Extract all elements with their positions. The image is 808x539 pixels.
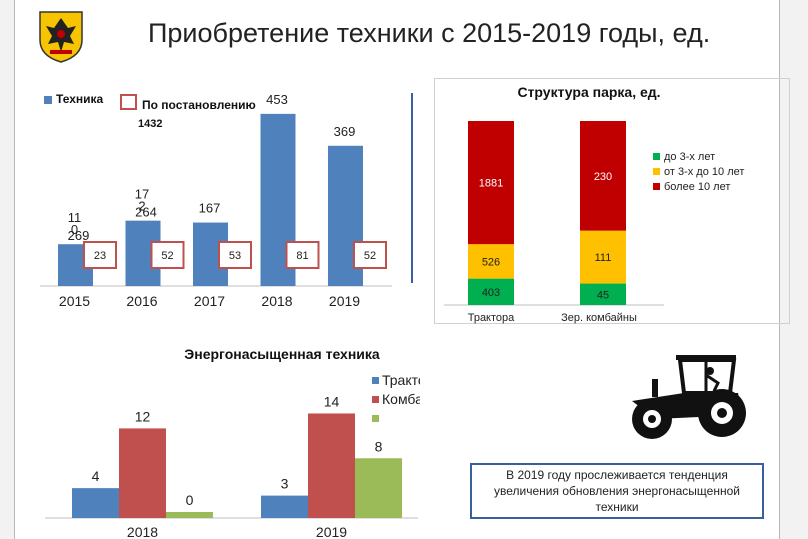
value-label-tehnika-2015: 0 bbox=[71, 222, 78, 237]
value-label-kombainy-2019: 14 bbox=[324, 393, 340, 409]
bar-kombainy-2019 bbox=[308, 413, 355, 518]
legend-label-from3to10: от 3-х до 10 лет bbox=[664, 166, 744, 178]
value-label-postanovlenie-2017: 53 bbox=[229, 250, 241, 262]
bar-other-2019 bbox=[355, 458, 402, 518]
x-tick-label-2019: 2019 bbox=[316, 524, 347, 539]
value-label-postanovlenie-2019: 52 bbox=[364, 250, 376, 262]
value-label-from3to10-0: 526 bbox=[482, 256, 500, 268]
legend-swatch-other bbox=[372, 415, 379, 422]
chart-border bbox=[434, 78, 790, 324]
conclusion-text: В 2019 году прослеживается тенденция уве… bbox=[494, 468, 740, 514]
legend-label-traktora: Трактора bbox=[382, 372, 420, 388]
legend-note-total: 1432 bbox=[138, 118, 162, 130]
legend-swatch-kombainy bbox=[372, 396, 379, 403]
legend-swatch-tehnika bbox=[44, 96, 52, 104]
x-tick-label-2018: 2018 bbox=[127, 524, 158, 539]
value-label-tehnika-2016: 17 bbox=[135, 187, 149, 202]
legend-swatch-postanovlenie bbox=[120, 94, 137, 110]
chart-title: Энергонасыщенная техника bbox=[184, 346, 380, 362]
x-tick-label-2019: 2019 bbox=[329, 293, 360, 309]
legend-label-gt10: более 10 лет bbox=[664, 181, 730, 193]
bar-segment-gt10-1 bbox=[580, 121, 626, 231]
box-postanovlenie-2016 bbox=[150, 241, 185, 269]
x-tick-label-0: Трактора bbox=[468, 312, 515, 324]
value-label-gt10-0: 1881 bbox=[479, 178, 503, 190]
bar-traktora-2018 bbox=[72, 488, 119, 518]
box-postanovlenie-2018 bbox=[285, 241, 320, 269]
bar-other-2018 bbox=[166, 512, 213, 518]
energy-machinery-chart: Энергонасыщенная техника 4 12 0 2018 3 14 8 201… bbox=[45, 346, 420, 539]
bar-segment-lt3-1 bbox=[580, 283, 626, 305]
x-tick-label-1: Зер. комбайны bbox=[561, 312, 637, 324]
bar-segment-gt10-0 bbox=[468, 121, 514, 245]
legend-label-tehnika: Техника bbox=[56, 92, 104, 106]
bar-segment-from3to10-0 bbox=[468, 244, 514, 279]
value-label-traktora-2019: 3 bbox=[281, 476, 289, 492]
value-label-postanovlenie-2016: 52 bbox=[161, 250, 173, 262]
legend-label-kombainy: Комбайны bbox=[382, 391, 420, 407]
value-label-gt10-1: 230 bbox=[594, 171, 612, 183]
bar-traktora-2019 bbox=[261, 495, 308, 518]
vertical-divider bbox=[411, 93, 413, 283]
box-postanovlenie-2015 bbox=[83, 241, 117, 269]
value-label-tehnika-2018: 453 bbox=[266, 92, 288, 107]
value-label-traktora-2018: 4 bbox=[92, 468, 100, 484]
x-tick-label-2015: 2015 bbox=[59, 293, 90, 309]
value-label-from3to10-1: 111 bbox=[595, 252, 612, 264]
legend-swatch-gt10 bbox=[653, 183, 660, 190]
bar-segment-from3to10-1 bbox=[580, 230, 626, 284]
bar-segment-lt3-0 bbox=[468, 278, 514, 305]
box-postanovlenie-2019 bbox=[353, 241, 387, 269]
value-label-tehnika-2019: 369 bbox=[334, 124, 356, 139]
value-label-tehnika-2016: 2 bbox=[138, 199, 145, 214]
bar-kombainy-2018 bbox=[119, 428, 166, 518]
legend-swatch-traktora bbox=[372, 377, 379, 384]
value-label-tehnika-2015: 11 bbox=[68, 210, 82, 225]
value-label-tehnika-2017: 167 bbox=[199, 201, 221, 216]
slide-left-edge bbox=[14, 0, 15, 539]
fleet-structure-chart: Структура парка, ед. 403 526 1881 Трактора 4… bbox=[434, 78, 790, 324]
value-label-lt3-0: 403 bbox=[482, 287, 500, 299]
page-title: Приобретение техники с 2015-2019 годы, е… bbox=[148, 18, 711, 48]
x-tick-label-2016: 2016 bbox=[126, 293, 157, 309]
value-label-other-2019: 8 bbox=[375, 438, 383, 454]
x-tick-label-2017: 2017 bbox=[194, 293, 225, 309]
coat-of-arms-icon bbox=[38, 10, 84, 69]
conclusion-box: В 2019 году прослеживается тенденция уве… bbox=[470, 463, 764, 519]
x-tick-label-2018: 2018 bbox=[261, 293, 292, 309]
value-label-lt3-1: 45 bbox=[597, 289, 609, 301]
value-label-postanovlenie-2015: 23 bbox=[94, 250, 106, 262]
value-label-postanovlenie-2018: 81 bbox=[296, 250, 308, 262]
overlay-label-2016: 264 bbox=[135, 205, 157, 220]
legend-label-lt3: до 3-х лет bbox=[664, 151, 715, 163]
chart-title: Структура парка, ед. bbox=[517, 84, 660, 100]
value-label-other-2018: 0 bbox=[186, 492, 194, 508]
legend-swatch-from3to10 bbox=[653, 168, 660, 175]
value-label-kombainy-2018: 12 bbox=[135, 408, 151, 424]
legend-label-postanovlenie: По постановлению bbox=[142, 98, 256, 112]
box-postanovlenie-2017 bbox=[218, 241, 252, 269]
overlay-label-2015: 269 bbox=[68, 228, 90, 243]
slide-right-edge bbox=[779, 0, 780, 539]
tractor-icon bbox=[626, 349, 748, 446]
legend-swatch-lt3 bbox=[653, 153, 660, 160]
